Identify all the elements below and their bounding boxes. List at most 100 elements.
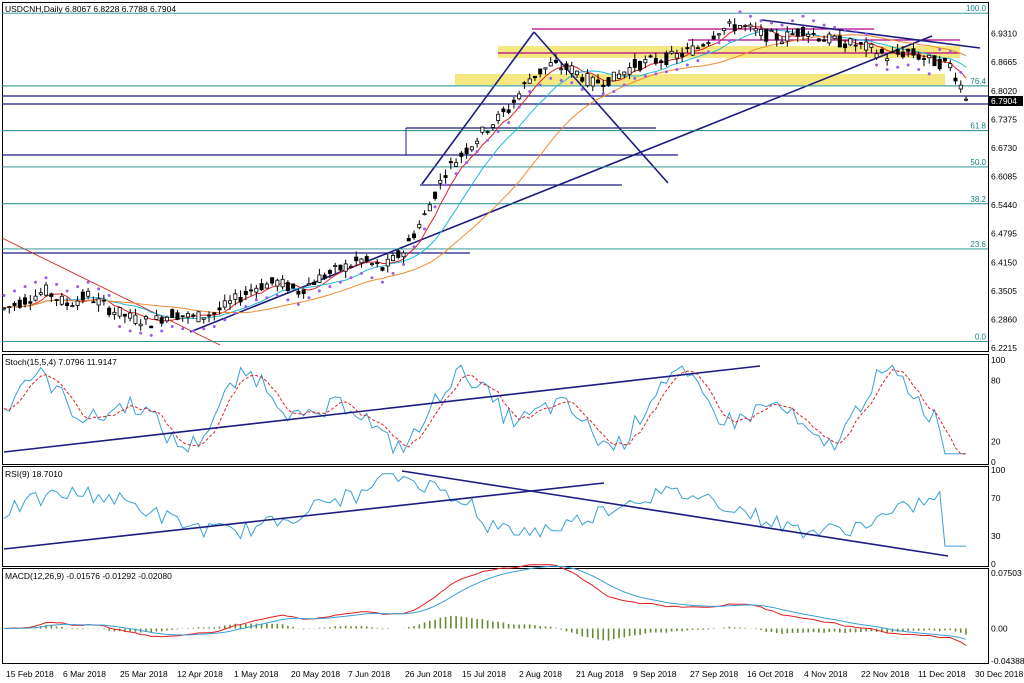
- candle[interactable]: [737, 24, 742, 29]
- candle[interactable]: [900, 51, 905, 58]
- candle[interactable]: [532, 75, 537, 79]
- candle[interactable]: [511, 99, 516, 103]
- candle[interactable]: [112, 311, 117, 315]
- candle[interactable]: [716, 33, 721, 36]
- candle[interactable]: [874, 53, 879, 59]
- candle[interactable]: [538, 68, 543, 75]
- candle[interactable]: [643, 59, 648, 64]
- candle[interactable]: [743, 25, 748, 27]
- candle[interactable]: [159, 317, 164, 324]
- candle[interactable]: [948, 63, 953, 69]
- candle[interactable]: [406, 238, 411, 242]
- candle[interactable]: [191, 314, 196, 317]
- candle[interactable]: [906, 48, 911, 52]
- candle[interactable]: [369, 263, 374, 266]
- candle[interactable]: [70, 305, 75, 308]
- candle[interactable]: [659, 60, 664, 64]
- candle[interactable]: [338, 264, 343, 271]
- candle[interactable]: [96, 298, 101, 306]
- trendline[interactable]: [421, 31, 535, 185]
- candle[interactable]: [611, 71, 616, 82]
- candle[interactable]: [590, 76, 595, 87]
- candle[interactable]: [832, 35, 837, 40]
- candle[interactable]: [680, 52, 685, 57]
- candle[interactable]: [291, 283, 296, 289]
- candle[interactable]: [212, 312, 217, 315]
- candle[interactable]: [627, 67, 632, 75]
- candle[interactable]: [701, 44, 706, 47]
- candle[interactable]: [690, 45, 695, 56]
- rsi-trendline[interactable]: [401, 470, 949, 557]
- candle[interactable]: [217, 307, 222, 311]
- candle[interactable]: [128, 312, 133, 319]
- candle[interactable]: [496, 113, 501, 121]
- candle[interactable]: [7, 306, 12, 308]
- candle[interactable]: [879, 49, 884, 54]
- candle[interactable]: [243, 290, 248, 296]
- candle[interactable]: [480, 126, 485, 133]
- candle[interactable]: [559, 68, 564, 71]
- candle[interactable]: [175, 312, 180, 320]
- candle[interactable]: [827, 33, 832, 44]
- candle[interactable]: [685, 47, 690, 50]
- candle[interactable]: [801, 27, 806, 37]
- rsi-trendline[interactable]: [3, 482, 605, 550]
- candle[interactable]: [185, 313, 190, 318]
- candle[interactable]: [343, 263, 348, 272]
- candle[interactable]: [638, 61, 643, 71]
- candle[interactable]: [12, 302, 17, 306]
- candle[interactable]: [164, 316, 169, 322]
- candle[interactable]: [816, 38, 821, 42]
- candle[interactable]: [28, 301, 33, 304]
- candle[interactable]: [364, 256, 369, 262]
- candle[interactable]: [869, 43, 874, 48]
- candle[interactable]: [454, 162, 459, 167]
- candle[interactable]: [748, 24, 753, 28]
- candle[interactable]: [932, 55, 937, 67]
- candle[interactable]: [385, 258, 390, 267]
- candle[interactable]: [391, 255, 396, 262]
- rsi-panel[interactable]: [2, 466, 989, 567]
- candle[interactable]: [632, 59, 637, 68]
- candle[interactable]: [49, 293, 54, 297]
- candle[interactable]: [895, 49, 900, 55]
- candle[interactable]: [433, 191, 438, 199]
- candle[interactable]: [553, 59, 558, 63]
- candle[interactable]: [753, 28, 758, 32]
- candle[interactable]: [375, 262, 380, 265]
- candle[interactable]: [653, 58, 658, 64]
- candle[interactable]: [617, 73, 622, 79]
- candle[interactable]: [249, 289, 254, 292]
- candle[interactable]: [201, 317, 206, 320]
- candle[interactable]: [322, 274, 327, 279]
- candle[interactable]: [548, 62, 553, 67]
- candle[interactable]: [569, 65, 574, 74]
- candle[interactable]: [937, 58, 942, 70]
- macd-panel[interactable]: [2, 568, 989, 664]
- candle[interactable]: [396, 250, 401, 258]
- candle[interactable]: [490, 124, 495, 128]
- candle[interactable]: [674, 53, 679, 59]
- candle[interactable]: [348, 265, 353, 268]
- candle[interactable]: [122, 313, 127, 317]
- candle[interactable]: [359, 258, 364, 264]
- candle[interactable]: [601, 84, 606, 88]
- candle[interactable]: [921, 58, 926, 60]
- candle[interactable]: [354, 256, 359, 262]
- candle[interactable]: [853, 44, 858, 47]
- candle[interactable]: [427, 204, 432, 212]
- candle[interactable]: [837, 35, 842, 48]
- candle[interactable]: [275, 279, 280, 287]
- candle[interactable]: [811, 32, 816, 35]
- candle[interactable]: [964, 98, 969, 101]
- candle[interactable]: [54, 299, 59, 301]
- candle[interactable]: [280, 278, 285, 288]
- candle[interactable]: [790, 33, 795, 35]
- candle[interactable]: [38, 292, 43, 295]
- candle[interactable]: [417, 223, 422, 229]
- candle[interactable]: [149, 325, 154, 329]
- candle[interactable]: [927, 54, 932, 59]
- candle[interactable]: [758, 28, 763, 36]
- candle[interactable]: [133, 314, 138, 324]
